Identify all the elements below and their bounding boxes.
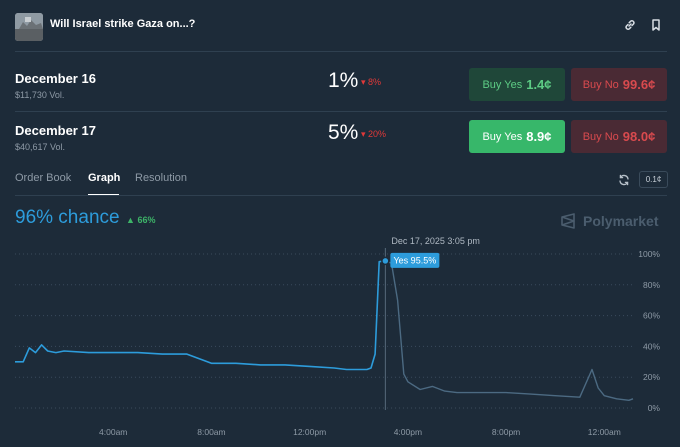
brand-name: Polymarket — [583, 213, 659, 229]
tab-order-book[interactable]: Order Book — [15, 172, 72, 184]
market-chance: 1% — [328, 69, 359, 92]
hover-point — [381, 256, 390, 266]
market-change-value: 20% — [368, 129, 387, 139]
buy-no-price: 99.6¢ — [622, 77, 656, 92]
buy-no-button[interactable]: Buy No 98.0¢ — [571, 120, 667, 153]
buy-yes-price: 1.4¢ — [526, 77, 552, 92]
buy-yes-button[interactable]: Buy Yes 1.4¢ — [469, 68, 565, 101]
market-change: ▾ 20% — [361, 129, 386, 140]
x-tick-label: 12:00pm — [293, 427, 326, 437]
tab-graph[interactable]: Graph — [88, 172, 121, 184]
buy-yes-label: Buy Yes — [482, 130, 523, 143]
market-date: December 17 — [15, 123, 96, 138]
current-chance: 96% chance — [15, 207, 120, 228]
market-thumbnail — [15, 13, 43, 41]
up-arrow-icon: ▲ — [126, 215, 135, 225]
hover-value-badge — [390, 252, 440, 268]
series-line-yes-after-hover — [385, 260, 634, 401]
buy-yes-label: Buy Yes — [482, 78, 523, 91]
x-tick-label: 4:00am — [99, 427, 127, 437]
y-tick-label: 40% — [643, 341, 660, 351]
buy-no-price: 98.0¢ — [622, 129, 656, 144]
x-tick-label: 8:00pm — [492, 427, 520, 437]
buy-yes-price: 8.9¢ — [526, 129, 552, 144]
market-volume: $11,730 Vol. — [15, 90, 65, 100]
market-row-december-17: December 17 $40,617 Vol. 5% ▾ 20% Buy Ye… — [0, 119, 680, 163]
down-arrow-icon: ▾ — [361, 77, 366, 87]
y-tick-label: 60% — [643, 311, 660, 321]
buy-no-label: Buy No — [582, 78, 619, 91]
market-title: Will Israel strike Gaza on...? — [50, 18, 196, 30]
buy-no-label: Buy No — [582, 130, 619, 143]
polymarket-icon — [561, 213, 575, 229]
market-change-value: 8% — [368, 77, 382, 87]
market-volume: $40,617 Vol. — [15, 142, 66, 152]
polymarket-logo: Polymarket — [560, 212, 658, 230]
buy-yes-button[interactable]: Buy Yes 8.9¢ — [469, 120, 565, 153]
bookmark-icon[interactable] — [649, 18, 663, 32]
buy-no-button[interactable]: Buy No 99.6¢ — [571, 68, 667, 101]
market-chance: 5% — [328, 121, 359, 144]
market-row-december-16: December 16 $11,730 Vol. 1% ▾ 8% Buy Yes… — [0, 67, 680, 111]
chance-change-value: 66% — [137, 215, 156, 225]
down-arrow-icon: ▾ — [361, 129, 366, 139]
row-divider — [15, 111, 667, 112]
header-divider — [15, 51, 667, 52]
y-tick-label: 100% — [638, 249, 660, 259]
tabs-divider — [15, 195, 667, 196]
chance-change: ▲ 66% — [126, 215, 155, 225]
hover-time-label: Dec 17, 2025 3:05 pm — [391, 236, 480, 246]
series-line-yes — [15, 260, 386, 371]
y-tick-label: 20% — [643, 372, 660, 382]
hover-value-label: Yes 95.5% — [394, 255, 437, 265]
market-date: December 16 — [15, 71, 96, 86]
price-history-chart[interactable]: 0% 20% 40% 60% 80% 100% 4:00am 8:00am 12:00pm 4:0… — [0, 232, 680, 447]
price-step-selector[interactable]: 0.1¢ — [639, 171, 668, 188]
refresh-icon[interactable] — [618, 173, 630, 186]
tab-resolution[interactable]: Resolution — [135, 172, 187, 184]
link-icon[interactable] — [623, 18, 637, 32]
y-tick-label: 0% — [648, 403, 661, 413]
x-tick-label: 12:00am — [588, 427, 621, 437]
x-tick-label: 8:00am — [197, 427, 225, 437]
x-tick-label: 4:00pm — [394, 427, 422, 437]
y-tick-label: 80% — [643, 280, 660, 290]
market-header: Will Israel strike Gaza on...? — [0, 0, 680, 50]
market-change: ▾ 8% — [361, 77, 381, 88]
